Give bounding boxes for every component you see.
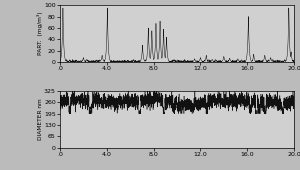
Y-axis label: PART.  (mg/m³): PART. (mg/m³) [37,12,43,55]
Y-axis label: DIAMETER nm: DIAMETER nm [38,98,43,140]
